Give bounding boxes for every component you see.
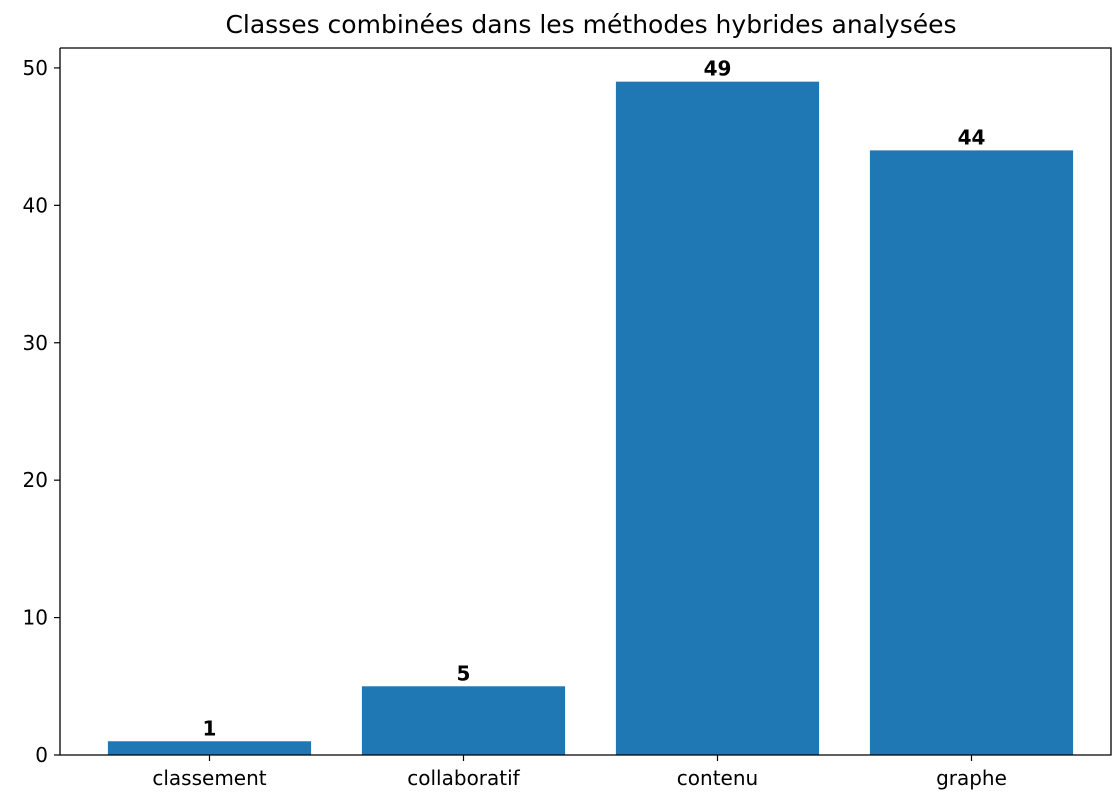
y-tick-label: 30 xyxy=(23,331,48,355)
bar xyxy=(615,81,820,755)
x-tick-label: graphe xyxy=(936,766,1007,790)
value-label: 44 xyxy=(958,125,986,149)
x-tick-label: classement xyxy=(152,766,266,790)
bar xyxy=(869,150,1074,755)
axes-frame xyxy=(59,47,1112,756)
value-label: 49 xyxy=(704,57,732,81)
bar xyxy=(107,741,312,755)
x-tick-label: contenu xyxy=(677,766,758,790)
x-tick-label: collaboratif xyxy=(407,766,520,790)
y-tick-label: 0 xyxy=(35,743,48,767)
y-tick-label: 10 xyxy=(23,606,48,630)
value-label: 1 xyxy=(203,716,217,740)
bar xyxy=(361,686,566,755)
y-tick-label: 20 xyxy=(23,468,48,492)
y-tick-label: 40 xyxy=(23,193,48,217)
value-label: 5 xyxy=(457,661,471,685)
chart-title: Classes combinées dans les méthodes hybr… xyxy=(225,10,956,39)
y-tick-label: 50 xyxy=(23,56,48,80)
